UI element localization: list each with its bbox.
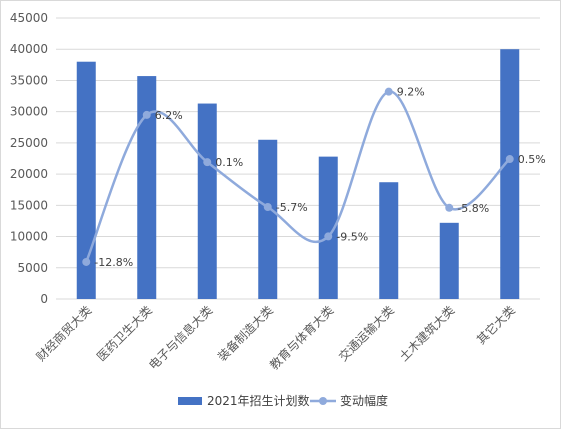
x-tick-label: 土木建筑大类	[396, 303, 458, 365]
bar	[258, 139, 278, 299]
data-label: 9.2%	[397, 86, 425, 99]
x-tick-label: 财经商贸大类	[33, 303, 95, 365]
line-point	[82, 257, 91, 266]
line-point	[142, 110, 151, 119]
y-tick-label: 25000	[10, 136, 48, 150]
bar	[76, 61, 96, 299]
line-point	[505, 155, 514, 164]
x-tick-label: 交通运输大类	[335, 303, 397, 365]
legend-bar-label: 2021年招生计划数	[207, 393, 310, 408]
line-point	[384, 87, 393, 96]
line-point	[445, 203, 454, 212]
bar	[500, 49, 520, 299]
bar	[439, 222, 459, 299]
x-tick-label: 装备制造大类	[215, 303, 276, 364]
data-label: -12.8%	[94, 256, 133, 269]
line-point	[324, 232, 333, 241]
bar	[197, 103, 217, 299]
bar-series	[76, 49, 520, 299]
bar	[318, 156, 338, 299]
bar	[379, 182, 399, 299]
data-label: -5.8%	[457, 202, 489, 215]
y-tick-label: 20000	[10, 167, 48, 181]
x-tick-label: 其它大类	[473, 303, 518, 348]
line-point	[203, 158, 212, 167]
y-tick-label: 45000	[10, 11, 48, 25]
x-tick-label: 教育与体育大类	[266, 303, 336, 373]
data-label: 6.2%	[155, 109, 183, 122]
y-tick-label: 0	[40, 292, 48, 306]
data-label: -9.5%	[336, 230, 368, 243]
legend: 2021年招生计划数 变动幅度	[178, 393, 388, 408]
y-axis-ticks: 0 5000 10000 15000 20000 25000 30000 35000 40000…	[10, 11, 48, 306]
legend-line-label: 变动幅度	[340, 393, 388, 408]
x-tick-label: 电子与信息大类	[145, 303, 215, 373]
bar	[137, 76, 157, 299]
y-tick-label: 15000	[10, 198, 48, 212]
y-tick-label: 30000	[10, 105, 48, 119]
data-label: 0.5%	[518, 153, 546, 166]
legend-line-marker	[319, 397, 327, 405]
y-tick-label: 5000	[17, 261, 48, 275]
line-point	[263, 203, 272, 212]
y-tick-label: 40000	[10, 42, 48, 56]
data-label: 0.1%	[215, 156, 243, 169]
data-label: -5.7%	[276, 201, 308, 214]
line-series: -12.8% 6.2% 0.1% -5.7% -9.5% 9.2% -5.8% 0.5%	[82, 86, 546, 269]
gridlines	[56, 17, 540, 300]
legend-bar-swatch	[178, 397, 202, 405]
y-tick-label: 10000	[10, 230, 48, 244]
x-tick-label: 医药卫生大类	[94, 303, 155, 364]
y-tick-label: 35000	[10, 73, 48, 87]
